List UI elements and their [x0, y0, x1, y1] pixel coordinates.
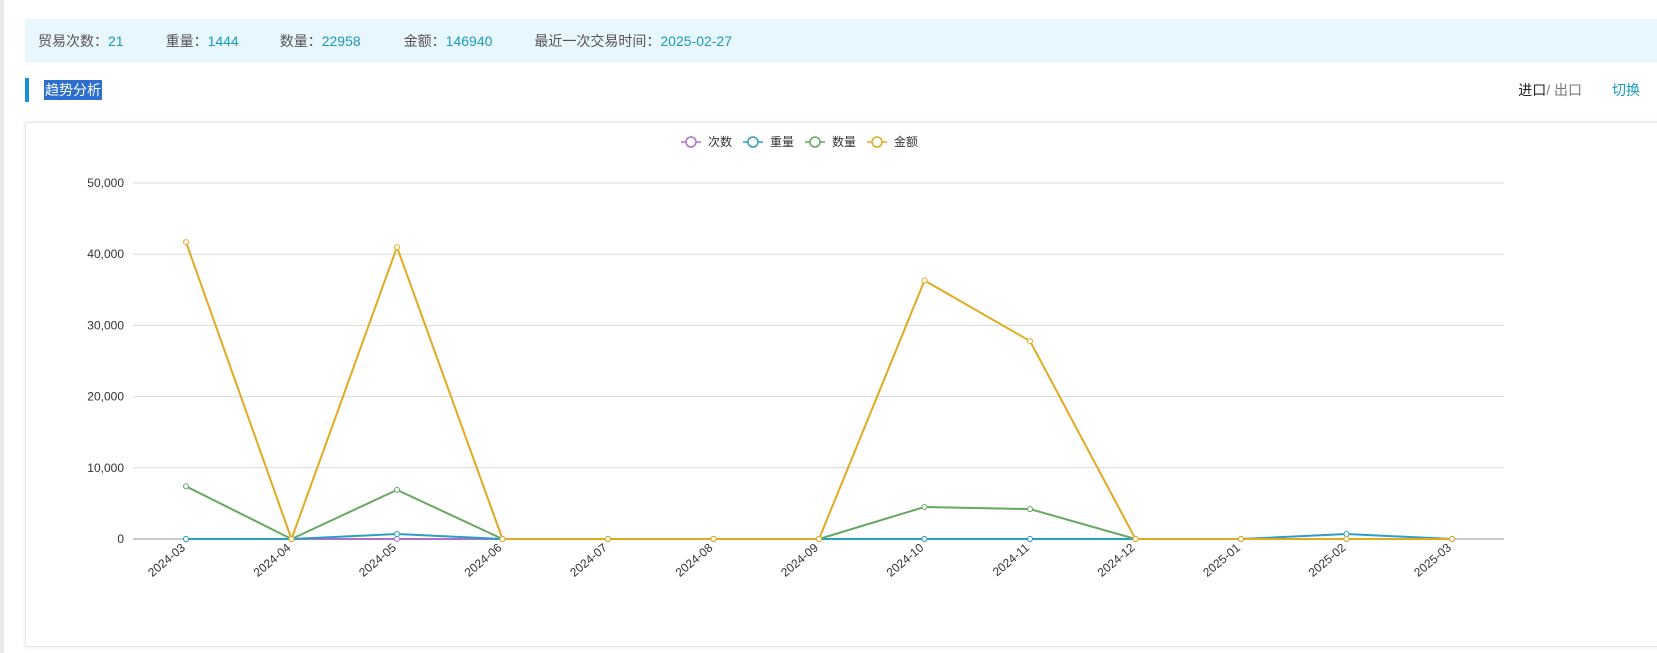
- y-tick-label: 40,000: [87, 247, 124, 261]
- y-tick-label: 30,000: [87, 318, 124, 332]
- stat-amount: 金额： 146940: [404, 31, 493, 51]
- x-tick-label: 2024-10: [884, 540, 927, 579]
- x-tick-label: 2025-03: [1411, 540, 1454, 579]
- stat-quantity: 数量： 22958: [280, 31, 361, 51]
- x-tick-label: 2024-04: [251, 540, 294, 579]
- x-tick-label: 2024-03: [145, 540, 188, 579]
- data-point: [1343, 531, 1350, 538]
- stat-label: 金额：: [403, 32, 446, 49]
- stat-value: 146940: [445, 32, 493, 49]
- data-point: [394, 535, 400, 542]
- stat-trade-count: 贸易次数： 21: [38, 31, 124, 51]
- y-tick-label: 10,000: [87, 461, 124, 475]
- switch-button[interactable]: 切换: [1612, 82, 1640, 98]
- legend-marker: [871, 136, 883, 148]
- legend-label: 重量: [770, 135, 794, 149]
- x-tick-label: 2025-02: [1306, 540, 1349, 579]
- y-tick-label: 0: [117, 532, 124, 546]
- x-tick-label: 2024-12: [1095, 540, 1138, 579]
- stat-value: 1444: [207, 32, 239, 49]
- legend-item: 数量: [805, 134, 856, 149]
- stat-value: 2025-02-27: [660, 32, 733, 49]
- data-point: [921, 277, 928, 284]
- y-tick-label: 50,000: [87, 176, 124, 190]
- data-point: [288, 536, 295, 542]
- section-accent-bar: [25, 78, 29, 102]
- data-point: [1027, 536, 1033, 542]
- data-point: [1132, 536, 1139, 542]
- series-line: [185, 241, 1452, 540]
- data-point: [394, 531, 400, 538]
- chart-card: 0 10,000 20,000 30,000 40,000 50,000 2024-03 20…: [25, 122, 1657, 647]
- stat-label: 数量：: [279, 32, 322, 49]
- stat-label: 重量：: [165, 32, 208, 49]
- x-tick-label: 2024-07: [567, 540, 610, 579]
- section-title: 趋势分析: [44, 80, 102, 100]
- legend-marker: [809, 136, 821, 148]
- data-point: [605, 536, 611, 542]
- data-point: [1027, 506, 1033, 513]
- x-tick-label: 2024-08: [673, 540, 716, 579]
- y-tick-label: 20,000: [87, 390, 124, 404]
- trend-line-chart: 0 10,000 20,000 30,000 40,000 50,000 2024-03 20…: [87, 134, 1504, 580]
- section-header: 趋势分析 进口 / 出口 切换: [25, 78, 1657, 102]
- stat-value: 22958: [321, 32, 361, 49]
- data-point: [183, 483, 189, 490]
- legend-item: 重量: [743, 135, 794, 149]
- legend-label: 金额: [894, 134, 918, 149]
- data-point: [1449, 536, 1455, 542]
- data-point: [183, 239, 189, 246]
- export-toggle[interactable]: / 出口: [1546, 82, 1582, 98]
- legend-label: 数量: [832, 134, 856, 149]
- stat-label: 最近一次交易时间：: [534, 32, 661, 49]
- data-point: [1027, 338, 1033, 345]
- x-tick-label: 2024-09: [778, 540, 821, 579]
- data-point: [1343, 536, 1350, 542]
- x-tick-label: 2024-11: [990, 540, 1032, 579]
- data-point: [1238, 536, 1244, 542]
- data-point: [394, 244, 400, 251]
- x-tick-label: 2024-05: [356, 540, 399, 579]
- x-tick-label: 2025-01: [1200, 540, 1243, 579]
- stats-bar: 贸易次数： 21 重量： 1444 数量： 22958 金额： 146940 最近一次交…: [25, 19, 1657, 62]
- series-line: [185, 485, 1452, 540]
- data-point: [921, 536, 928, 542]
- legend-marker: [685, 136, 697, 148]
- trade-direction-controls: 进口 / 出口 切换: [1518, 80, 1640, 100]
- legend-label: 次数: [708, 134, 732, 149]
- data-point: [816, 536, 822, 542]
- stat-value: 21: [108, 32, 124, 49]
- stat-weight: 重量： 1444: [166, 31, 239, 51]
- data-point: [394, 486, 400, 493]
- stat-label: 贸易次数：: [38, 32, 108, 49]
- x-tick-label: 2024-06: [462, 540, 505, 579]
- left-edge: [0, 0, 4, 653]
- data-point: [710, 536, 717, 542]
- legend-item: 次数: [681, 134, 732, 149]
- import-toggle[interactable]: 进口: [1518, 82, 1547, 98]
- data-point: [921, 503, 928, 510]
- legend-item: 金额: [867, 134, 918, 149]
- stat-last-trade-time: 最近一次交易时间： 2025-02-27: [534, 31, 732, 51]
- legend-marker: [747, 136, 759, 148]
- data-point: [183, 536, 189, 542]
- data-point: [499, 536, 506, 542]
